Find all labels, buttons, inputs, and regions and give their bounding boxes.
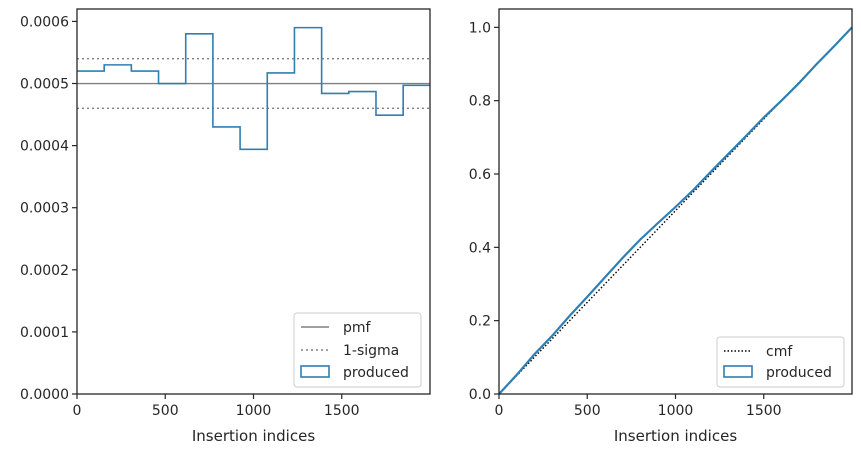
produced-step-line: [77, 26, 430, 151]
x-tick-label: 0: [73, 403, 82, 419]
x-tick-label: 0: [495, 403, 504, 419]
x-tick-label: 500: [574, 403, 601, 419]
axes-frame: [498, 8, 853, 395]
legend-produced-swatch: [300, 365, 330, 378]
y-tick-label: 0.0004: [20, 139, 69, 155]
x-tick-label: 1500: [746, 403, 782, 419]
legend-cmf-label: cmf: [766, 344, 793, 360]
legend-produced-label: produced: [766, 365, 832, 381]
y-tick-label: 0.0001: [20, 325, 69, 341]
y-tick-label: 0.8: [469, 94, 491, 110]
y-tick-label: 0.6: [469, 167, 491, 183]
y-tick-label: 0.0002: [20, 263, 69, 279]
legend-produced-label: produced: [343, 365, 409, 381]
y-tick-label: 0.0: [469, 387, 491, 403]
y-tick-label: 0.2: [469, 314, 491, 330]
y-tick-label: 1.0: [469, 20, 491, 36]
legend-box: [293, 312, 422, 388]
x-tick-label: 1500: [324, 403, 360, 419]
legend-produced-swatch: [723, 365, 753, 378]
x-tick-label: 500: [152, 403, 179, 419]
y-tick-label: 0.0006: [20, 14, 69, 30]
x-tick-label: 1000: [236, 403, 272, 419]
y-tick-label: 0.0000: [20, 387, 69, 403]
y-tick-label: 0.4: [469, 240, 491, 256]
legend-sigma-label: 1-sigma: [343, 343, 399, 359]
x-axis-label: Insertion indices: [614, 427, 737, 445]
x-axis-label: Insertion indices: [192, 427, 315, 445]
legend-box: [716, 336, 845, 388]
axes-frame: [76, 8, 431, 395]
x-tick-label: 1000: [658, 403, 694, 419]
y-tick-label: 0.0005: [20, 77, 69, 93]
y-tick-label: 0.0003: [20, 201, 69, 217]
legend-pmf-label: pmf: [343, 320, 372, 336]
